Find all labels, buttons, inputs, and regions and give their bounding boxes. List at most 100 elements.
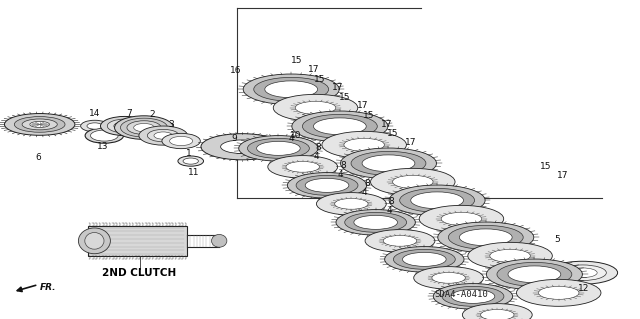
Text: SDA4-A0410: SDA4-A0410 — [434, 290, 488, 299]
Ellipse shape — [441, 212, 482, 225]
Text: 15: 15 — [314, 75, 326, 84]
Text: 12: 12 — [578, 284, 589, 293]
Ellipse shape — [340, 148, 436, 179]
Ellipse shape — [538, 286, 579, 299]
Ellipse shape — [399, 189, 475, 212]
Text: 6: 6 — [36, 153, 41, 162]
Ellipse shape — [303, 115, 378, 138]
Text: 17: 17 — [308, 65, 319, 74]
Text: 2ND CLUTCH: 2ND CLUTCH — [102, 268, 177, 278]
Ellipse shape — [211, 234, 227, 247]
Ellipse shape — [354, 215, 397, 229]
Ellipse shape — [497, 263, 572, 286]
Ellipse shape — [508, 266, 561, 283]
Ellipse shape — [257, 141, 300, 155]
Ellipse shape — [345, 212, 406, 232]
Ellipse shape — [383, 235, 417, 246]
Text: 4: 4 — [338, 170, 343, 179]
Text: 14: 14 — [89, 109, 100, 118]
Ellipse shape — [115, 116, 173, 139]
Text: 15: 15 — [291, 56, 302, 65]
Ellipse shape — [4, 114, 75, 135]
Text: 4: 4 — [362, 189, 367, 197]
Ellipse shape — [295, 101, 336, 114]
Ellipse shape — [265, 81, 317, 98]
Text: 5: 5 — [554, 235, 559, 244]
Ellipse shape — [305, 178, 349, 192]
Ellipse shape — [154, 132, 172, 139]
Text: 8: 8 — [365, 179, 370, 188]
Ellipse shape — [438, 222, 534, 253]
Ellipse shape — [268, 156, 338, 178]
Text: 4: 4 — [289, 134, 294, 143]
Text: 17: 17 — [332, 83, 344, 92]
Ellipse shape — [351, 152, 426, 175]
Text: 9: 9 — [232, 134, 237, 143]
Ellipse shape — [314, 118, 366, 135]
Ellipse shape — [394, 249, 455, 269]
Ellipse shape — [139, 126, 188, 145]
Ellipse shape — [468, 242, 552, 269]
Ellipse shape — [183, 158, 198, 164]
Ellipse shape — [516, 279, 601, 306]
Text: 1: 1 — [186, 149, 191, 158]
Ellipse shape — [114, 122, 136, 130]
Ellipse shape — [87, 123, 102, 129]
Ellipse shape — [81, 120, 109, 132]
Text: 17: 17 — [557, 171, 569, 180]
Ellipse shape — [170, 137, 193, 145]
Ellipse shape — [344, 138, 385, 151]
Text: FR.: FR. — [40, 283, 56, 292]
Ellipse shape — [100, 116, 149, 136]
Ellipse shape — [547, 261, 618, 284]
Ellipse shape — [371, 168, 455, 195]
Ellipse shape — [385, 247, 464, 272]
Text: 17: 17 — [356, 101, 368, 110]
Text: 13: 13 — [97, 142, 108, 151]
Ellipse shape — [147, 130, 179, 142]
Text: 15: 15 — [387, 130, 399, 138]
Ellipse shape — [559, 265, 606, 280]
Text: 8: 8 — [340, 161, 346, 170]
Ellipse shape — [108, 119, 142, 133]
Text: 8: 8 — [316, 143, 321, 152]
Ellipse shape — [273, 94, 358, 121]
Ellipse shape — [490, 249, 531, 262]
Ellipse shape — [322, 131, 406, 158]
Text: 4: 4 — [387, 206, 392, 215]
Ellipse shape — [432, 272, 465, 283]
Ellipse shape — [22, 119, 58, 130]
Ellipse shape — [335, 198, 368, 209]
Ellipse shape — [178, 156, 204, 166]
Ellipse shape — [365, 230, 435, 252]
Ellipse shape — [448, 226, 524, 249]
Text: 15: 15 — [339, 93, 350, 102]
Ellipse shape — [127, 121, 161, 134]
Text: 4: 4 — [314, 152, 319, 161]
Ellipse shape — [120, 118, 168, 137]
Ellipse shape — [201, 134, 283, 160]
Ellipse shape — [221, 140, 263, 153]
Ellipse shape — [286, 161, 319, 172]
Ellipse shape — [162, 133, 200, 149]
Ellipse shape — [486, 259, 582, 290]
Ellipse shape — [248, 138, 309, 158]
Ellipse shape — [292, 111, 388, 142]
Ellipse shape — [481, 309, 514, 319]
Ellipse shape — [442, 286, 504, 306]
Text: 11: 11 — [188, 168, 199, 177]
Ellipse shape — [362, 155, 415, 172]
Ellipse shape — [296, 175, 358, 195]
Ellipse shape — [433, 284, 513, 309]
Ellipse shape — [451, 289, 495, 303]
Text: 2: 2 — [150, 110, 155, 119]
Text: 10: 10 — [290, 131, 301, 140]
Ellipse shape — [30, 121, 49, 128]
Ellipse shape — [85, 128, 124, 143]
Ellipse shape — [392, 175, 433, 188]
Ellipse shape — [336, 210, 415, 235]
Ellipse shape — [134, 123, 154, 132]
Text: 3: 3 — [169, 120, 174, 129]
Ellipse shape — [79, 228, 111, 254]
Ellipse shape — [568, 268, 597, 278]
